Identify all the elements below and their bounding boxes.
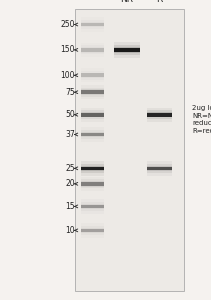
Bar [81, 113, 104, 116]
Bar [81, 110, 104, 119]
Bar [81, 167, 104, 170]
Bar [81, 74, 104, 77]
Bar [81, 47, 104, 52]
Bar [81, 88, 104, 97]
Bar [114, 45, 140, 55]
Bar [147, 167, 172, 170]
Bar [81, 112, 104, 118]
Text: 2ug loading
NR=Non-
reduced
R=reduced: 2ug loading NR=Non- reduced R=reduced [192, 105, 211, 134]
Bar [81, 71, 104, 80]
Bar [81, 22, 104, 27]
Text: 37: 37 [65, 130, 75, 139]
Text: 20: 20 [65, 179, 75, 188]
Text: R: R [156, 0, 162, 4]
Bar [81, 90, 104, 94]
Bar [81, 85, 104, 99]
Bar [81, 228, 104, 233]
Bar [81, 43, 104, 57]
Bar [114, 48, 140, 52]
Bar [81, 20, 104, 29]
Bar [81, 48, 104, 52]
Bar [81, 132, 104, 137]
Text: 250: 250 [60, 20, 75, 29]
Bar [147, 113, 172, 116]
Bar [81, 166, 104, 171]
Bar [147, 110, 172, 119]
Bar [81, 223, 104, 238]
Bar [81, 17, 104, 32]
Text: 50: 50 [65, 110, 75, 119]
Bar [81, 202, 104, 211]
Bar [81, 229, 104, 232]
Bar [81, 177, 104, 191]
Text: 75: 75 [65, 88, 75, 97]
Bar [81, 179, 104, 188]
Bar [81, 133, 104, 136]
Bar [81, 108, 104, 122]
Bar [147, 112, 172, 118]
Bar [81, 182, 104, 186]
Bar [81, 23, 104, 26]
Bar [147, 161, 172, 176]
Text: 10: 10 [65, 226, 75, 235]
Bar [147, 108, 172, 122]
Text: 150: 150 [60, 45, 75, 54]
Bar [81, 127, 104, 142]
Bar [81, 45, 104, 54]
Bar [81, 205, 104, 208]
Text: 100: 100 [60, 71, 75, 80]
Text: 15: 15 [65, 202, 75, 211]
Bar [81, 181, 104, 187]
Bar [81, 161, 104, 176]
Bar [81, 204, 104, 209]
Text: 25: 25 [65, 164, 75, 173]
Bar [81, 164, 104, 173]
Bar [81, 73, 104, 78]
Bar [81, 68, 104, 83]
Bar [81, 226, 104, 235]
Bar [114, 47, 140, 53]
Bar [114, 42, 140, 58]
Bar [147, 164, 172, 173]
Bar [81, 89, 104, 95]
Bar [81, 130, 104, 139]
Bar [81, 199, 104, 214]
Text: NR: NR [120, 0, 133, 4]
Bar [75, 9, 184, 291]
Bar [147, 166, 172, 171]
